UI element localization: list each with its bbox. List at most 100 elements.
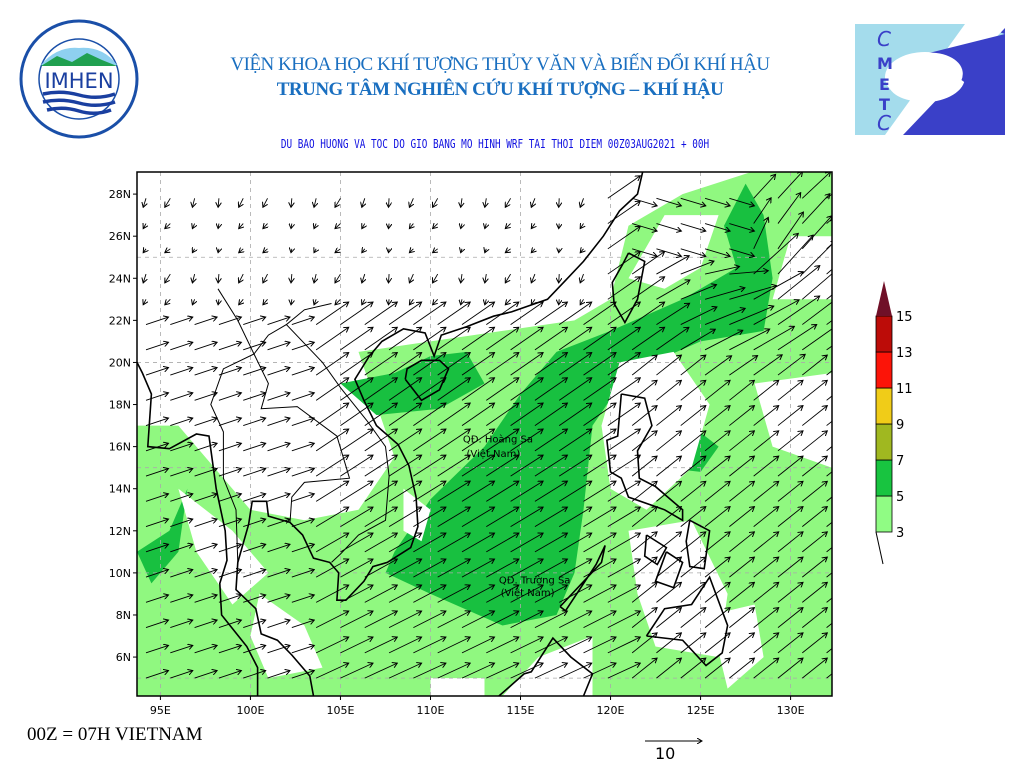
wind-arrow: [704, 406, 730, 426]
wind-arrow: [680, 507, 706, 527]
wind-arrow: [607, 252, 640, 275]
wind-arrow: [753, 608, 779, 628]
speed-band-below-3: [628, 215, 719, 289]
wind-arrow: [729, 356, 757, 376]
wind-arrow: [433, 273, 439, 283]
wind-arrow: [243, 342, 265, 351]
wind-arrow: [267, 645, 290, 654]
wind-arrow: [433, 198, 439, 207]
wind-arrow: [145, 342, 168, 351]
wind-arrow: [729, 248, 754, 256]
wind-arrow: [388, 327, 422, 351]
coastline: [685, 519, 711, 570]
wind-arrow: [315, 403, 349, 426]
lat-tick-label: 14N: [109, 483, 131, 496]
wind-arrow: [753, 326, 795, 351]
wind-arrow: [802, 557, 827, 578]
wind-arrow: [607, 327, 640, 351]
wind-arrow: [801, 194, 830, 224]
wind-arrow: [558, 302, 591, 325]
wind-arrow: [145, 443, 168, 452]
reference-vector-label: 10: [655, 744, 676, 763]
wind-arrow: [777, 406, 803, 426]
wind-arrow: [656, 507, 681, 527]
wind-arrow: [486, 403, 518, 426]
wind-arrow: [388, 302, 422, 325]
wind-arrow: [170, 342, 192, 351]
wind-arrow: [753, 380, 779, 401]
wind-arrow: [437, 611, 471, 629]
wind-arrow: [388, 585, 422, 603]
wind-arrow: [534, 663, 567, 679]
wind-arrow: [218, 299, 219, 304]
wind-arrow: [263, 198, 268, 207]
wind-arrow: [802, 406, 827, 426]
wind-arrow: [656, 197, 681, 205]
wind-arrow: [145, 393, 168, 401]
wind-arrow: [315, 302, 349, 325]
wind-arrow: [729, 557, 754, 578]
wind-arrow: [510, 353, 543, 376]
wind-arrow: [461, 481, 495, 502]
wind-arrow: [437, 353, 471, 376]
wind-arrow: [559, 637, 591, 654]
wind-arrow: [364, 507, 398, 527]
wind-arrow: [165, 249, 171, 253]
wind-arrow: [413, 327, 446, 351]
lon-tick-label: 110E: [417, 704, 445, 717]
wind-arrow: [194, 570, 217, 578]
wind-arrow: [340, 327, 373, 351]
wind-arrow: [486, 559, 518, 578]
wind-arrow: [534, 378, 567, 401]
wind-arrow: [239, 224, 244, 229]
wind-arrow: [777, 456, 803, 477]
wind-arrow: [704, 456, 730, 477]
wind-arrow: [559, 299, 560, 304]
legend-swatch: [875, 495, 893, 533]
wind-arrow: [267, 418, 290, 427]
wind-arrow: [409, 249, 413, 253]
wind-arrow: [267, 620, 290, 629]
coastline: [559, 545, 606, 612]
wind-arrow: [291, 544, 314, 553]
lon-tick-label: 120E: [597, 704, 625, 717]
wind-arrow: [631, 252, 664, 275]
legend-level-label: 11: [896, 382, 913, 397]
wind-arrow: [753, 557, 779, 578]
wind-arrow: [243, 418, 265, 427]
wind-arrow: [165, 198, 171, 207]
wind-arrow: [413, 481, 446, 502]
wind-arrow: [409, 273, 413, 283]
wind-arrow: [631, 507, 657, 527]
wind-arrow: [437, 481, 471, 502]
wind-arrow: [656, 223, 681, 232]
wind-arrow: [461, 637, 495, 654]
wind-arrow: [580, 198, 583, 207]
wind-arrow: [143, 198, 146, 207]
wind-arrow: [777, 582, 803, 603]
wind-arrow: [218, 418, 241, 427]
wind-arrow: [243, 469, 265, 477]
wind-arrow: [631, 481, 657, 502]
wind-arrow: [704, 197, 730, 205]
country-border: [210, 288, 255, 563]
wind-arrow: [777, 193, 801, 224]
wind-arrow: [753, 300, 799, 325]
wind-arrow: [315, 585, 349, 603]
wind-arrow: [437, 507, 471, 527]
wind-arrow: [505, 273, 511, 283]
lat-tick-label: 20N: [109, 356, 131, 369]
coastline: [611, 252, 646, 325]
wind-arrow: [267, 570, 290, 578]
wind-arrow: [413, 353, 446, 376]
wind-arrow: [680, 456, 706, 477]
wind-arrow: [315, 481, 349, 502]
coastline: [137, 362, 259, 696]
wind-arrow: [680, 431, 706, 452]
speed-band-below-3: [628, 520, 728, 658]
wind-arrow: [729, 306, 773, 325]
wind-arrow: [801, 273, 832, 300]
cmetc-letter: C: [877, 111, 891, 135]
wind-arrow: [267, 544, 290, 553]
wind-arrow: [580, 224, 583, 229]
